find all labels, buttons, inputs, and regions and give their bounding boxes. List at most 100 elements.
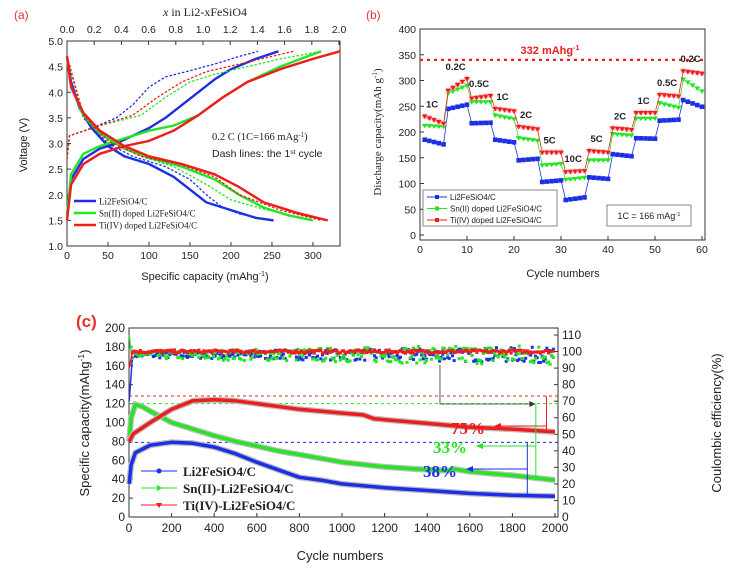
series-2-point (530, 126, 536, 132)
series-1-point (619, 132, 626, 138)
series-2-ce-point (182, 349, 186, 353)
y-tick-label: 80 (112, 434, 126, 448)
series-1-ce-point (133, 352, 137, 356)
rate-label: 5C (544, 136, 556, 147)
series-0-point (690, 101, 695, 106)
series-0-point (427, 138, 432, 144)
series-1-point (572, 176, 579, 182)
series-1-point (529, 138, 536, 143)
series-1-ce-point (442, 346, 446, 350)
series-2-ce-point (442, 350, 446, 354)
y2-tick-label: 50 (562, 427, 576, 441)
series-2-ce-point (451, 348, 455, 352)
series-0-ce-point (529, 353, 533, 357)
series-1-ce-point (348, 359, 352, 363)
series-2-ce-point (281, 348, 285, 352)
series-0-ce-point (329, 358, 333, 362)
x-axis-title-part: -1 (259, 270, 265, 278)
series-0-ce-point (493, 353, 497, 357)
series-1-ce-point (150, 351, 154, 355)
ce-axis-arrowhead (529, 401, 536, 407)
series-2-ce-point (337, 351, 341, 355)
series-2-point (567, 169, 574, 175)
series-1-ce-point (381, 352, 385, 356)
series-2-ce-point (529, 350, 533, 354)
series-2-ce-point (316, 348, 320, 352)
series-0-ce-point (439, 356, 443, 360)
legend-label: Li2FeSiO4/C (450, 193, 496, 202)
series-0-ce-point (203, 353, 207, 357)
series-1-ce-point (356, 353, 360, 357)
series-2-ce-point (228, 348, 232, 352)
y-axis-title-part: Specific capacity(mAhg (77, 361, 92, 496)
y-tick-label: 5.0 (48, 36, 63, 48)
legend-label: Li2FeSiO4/C (183, 464, 256, 479)
series-0-point (652, 136, 658, 141)
series-1-ce-point (161, 349, 165, 353)
legend-marker (435, 195, 439, 199)
series-2-ce-point (548, 350, 552, 354)
series-0-ce-point (355, 357, 359, 361)
series-1-ce-point (327, 348, 331, 352)
series-2-ce-point (485, 348, 489, 352)
series-0-ce-point (229, 353, 233, 357)
series-2-point (497, 107, 503, 112)
series-0-point (450, 105, 456, 111)
series-2-ce-point (470, 348, 474, 352)
series-2-ce-point (270, 350, 274, 354)
series-2-ce-point (493, 349, 497, 353)
series-2-ce-point (169, 348, 173, 352)
series-2-ce-point (438, 350, 442, 354)
series-1-point (581, 175, 588, 181)
series-1-ce-point (517, 344, 521, 348)
x-tick-label: 50 (102, 250, 114, 262)
series-0-ce-point (273, 348, 277, 352)
series-0-point (549, 178, 554, 184)
series-1-point (515, 136, 522, 141)
series-0-point (554, 178, 559, 184)
series-0-ce-point (324, 349, 328, 353)
series-1-ce-point (488, 346, 492, 350)
series-0-point (492, 137, 498, 143)
series-1-point (699, 89, 705, 94)
series-1-ce-point (532, 361, 536, 365)
series-2-ce-point (212, 349, 216, 353)
series-1-ce-point (374, 360, 378, 364)
series-2-ce-point (168, 349, 172, 353)
top-x-tick-label: 1.0 (196, 24, 211, 36)
series-2-ce-point (397, 349, 401, 353)
rate-label: 1C (638, 96, 650, 107)
series-1-ce-point (202, 354, 206, 358)
series-2-ce-point (215, 348, 219, 352)
series-1-point (496, 114, 503, 119)
series-2-ce-point (190, 351, 194, 355)
series-2-ce-point (405, 349, 409, 353)
series-0-point (568, 197, 573, 202)
series-0-ce-point (220, 356, 224, 360)
series-2-ce-point (527, 351, 531, 355)
series-1-ce-point (293, 349, 297, 353)
series-2-ce-point (254, 351, 258, 355)
series-2-point (680, 69, 686, 74)
series-0-ce-point (283, 356, 287, 360)
top-x-tick-label: 0.2 (87, 24, 102, 36)
series-1-ce-point (275, 356, 279, 360)
x-axis-title: Cycle numbers (297, 548, 384, 563)
series-0-point (572, 196, 578, 201)
series-1-ce-point (423, 361, 427, 365)
series-0-ce-point (418, 347, 422, 351)
series-1-ce-point (324, 356, 328, 360)
series-2-ce-point (244, 350, 248, 354)
series-2-ce-point (133, 350, 137, 354)
y2-tick-label: 80 (562, 378, 576, 392)
series-2-ce-point (262, 350, 266, 354)
series-2-retention-arrowhead (494, 423, 501, 429)
series-2-ce-point (498, 351, 502, 355)
series-1-ce-point (179, 350, 183, 354)
series-1-ce-point (236, 351, 240, 355)
series-1-point (647, 116, 654, 122)
series-0-point (445, 106, 451, 112)
series-2-ce-point (371, 350, 375, 354)
series-2-ce-point (475, 350, 479, 354)
series-1-ce-point (511, 357, 515, 361)
